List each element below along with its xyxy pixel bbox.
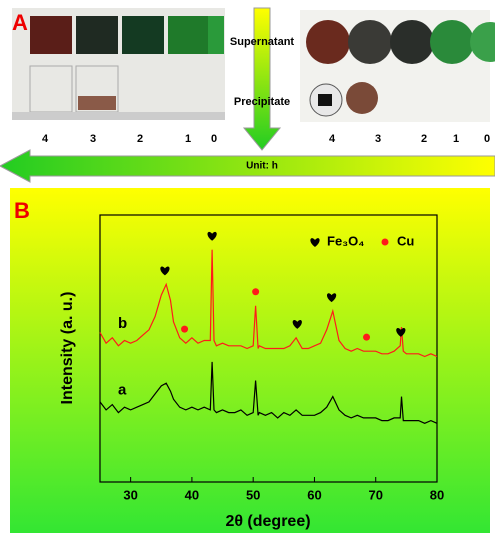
time-label: 0 xyxy=(211,133,217,145)
time-label: 1 xyxy=(185,133,191,145)
peak-marker xyxy=(252,288,259,295)
peak-marker xyxy=(363,334,370,341)
time-label: 4 xyxy=(42,133,49,145)
panel-label: B xyxy=(14,198,30,223)
legend-marker xyxy=(382,239,389,246)
photo-left xyxy=(12,8,225,120)
photo-right xyxy=(300,10,495,122)
time-label: 2 xyxy=(421,133,427,145)
x-tick-label: 60 xyxy=(307,487,321,502)
time-label: 3 xyxy=(375,133,381,145)
arrow-label: Unit: h xyxy=(246,161,278,172)
figure: A Supernatant Precipitate Unit: h B 2θ (… xyxy=(0,0,495,533)
x-axis-label: 2θ (degree) xyxy=(225,513,310,530)
time-label: 0 xyxy=(484,133,490,145)
series-label: b xyxy=(118,315,127,332)
legend-label: Fe₃O₄ xyxy=(327,233,365,248)
supernatant-label: Supernatant xyxy=(230,36,295,48)
panel-b-background xyxy=(10,188,490,533)
series-label: a xyxy=(118,382,127,399)
time-label: 4 xyxy=(329,133,336,145)
time-label: 3 xyxy=(90,133,96,145)
time-label: 2 xyxy=(137,133,143,145)
precipitate-label: Precipitate xyxy=(234,96,290,108)
x-tick-label: 40 xyxy=(185,487,199,502)
x-tick-label: 50 xyxy=(246,487,260,502)
x-tick-label: 30 xyxy=(123,487,137,502)
legend-label: Cu xyxy=(397,233,414,248)
x-tick-label: 80 xyxy=(430,487,444,502)
panel-label: A xyxy=(12,10,28,35)
y-axis-label: Intensity (a. u.) xyxy=(59,292,76,405)
peak-marker xyxy=(181,326,188,333)
x-tick-label: 70 xyxy=(368,487,382,502)
time-label: 1 xyxy=(453,133,459,145)
